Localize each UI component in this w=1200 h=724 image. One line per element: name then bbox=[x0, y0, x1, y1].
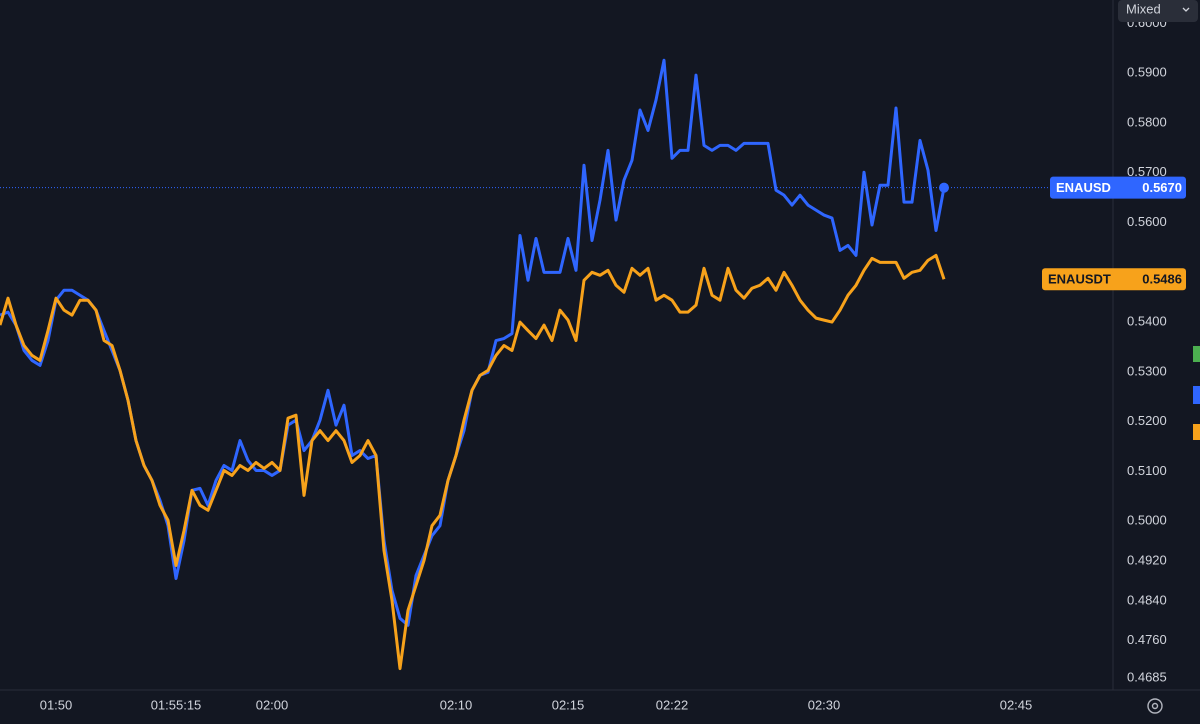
y-tick-label: 0.4840 bbox=[1127, 592, 1167, 607]
price-label: 0.5486 bbox=[1142, 272, 1182, 287]
scale-mode[interactable]: Mixed bbox=[1126, 1, 1161, 16]
chevron[interactable] bbox=[1182, 7, 1190, 12]
gear-center[interactable] bbox=[1151, 702, 1159, 710]
series-name: ENAUSDT bbox=[1048, 272, 1111, 287]
y-tick-label: 0.4920 bbox=[1127, 552, 1167, 567]
series-line bbox=[0, 253, 946, 671]
x-tick-label: 02:45 bbox=[1000, 697, 1033, 712]
price-label-bg bbox=[1050, 176, 1186, 199]
x-tick-label: 02:00 bbox=[256, 697, 289, 712]
settings-button[interactable] bbox=[1147, 698, 1163, 714]
series-name: ENAUSD bbox=[1056, 180, 1111, 195]
axis-marker bbox=[1193, 424, 1200, 440]
axis-marker bbox=[1193, 386, 1200, 404]
y-tick-label: 0.5600 bbox=[1127, 214, 1167, 229]
axis-marker bbox=[1193, 346, 1200, 362]
y-tick-label: 0.4760 bbox=[1127, 632, 1167, 647]
y-tick-label: 0.5300 bbox=[1127, 363, 1167, 378]
x-tick-label: 01:55:15 bbox=[151, 697, 202, 712]
price-axis: 0.60000.59000.58000.57000.56000.54000.53… bbox=[1127, 15, 1167, 685]
x-tick-label: 02:15 bbox=[552, 697, 585, 712]
x-tick-label: 02:22 bbox=[656, 697, 689, 712]
y-tick-label: 0.5900 bbox=[1127, 65, 1167, 80]
last-point bbox=[939, 182, 949, 193]
price-label-bg bbox=[1042, 268, 1186, 291]
scale-button[interactable]: Mixed bbox=[1118, 0, 1198, 22]
x-tick-label: 02:10 bbox=[440, 697, 473, 712]
y-tick-label: 0.5200 bbox=[1127, 413, 1167, 428]
y-tick-label: 0.5400 bbox=[1127, 314, 1167, 329]
gear-icon[interactable] bbox=[1147, 698, 1163, 714]
x-tick-label: 01:50 bbox=[40, 697, 73, 712]
plot-area bbox=[0, 58, 1113, 671]
y-tick-label: 0.5000 bbox=[1127, 513, 1167, 528]
y-tick-label: 0.4685 bbox=[1127, 669, 1167, 684]
x-tick-label: 02:30 bbox=[808, 697, 841, 712]
y-tick-label: 0.5700 bbox=[1127, 164, 1167, 179]
y-tick-label: 0.5100 bbox=[1127, 463, 1167, 478]
price-label: 0.5670 bbox=[1142, 180, 1182, 195]
scale-button-bg[interactable] bbox=[1118, 0, 1198, 22]
y-tick-label: 0.5800 bbox=[1127, 114, 1167, 129]
